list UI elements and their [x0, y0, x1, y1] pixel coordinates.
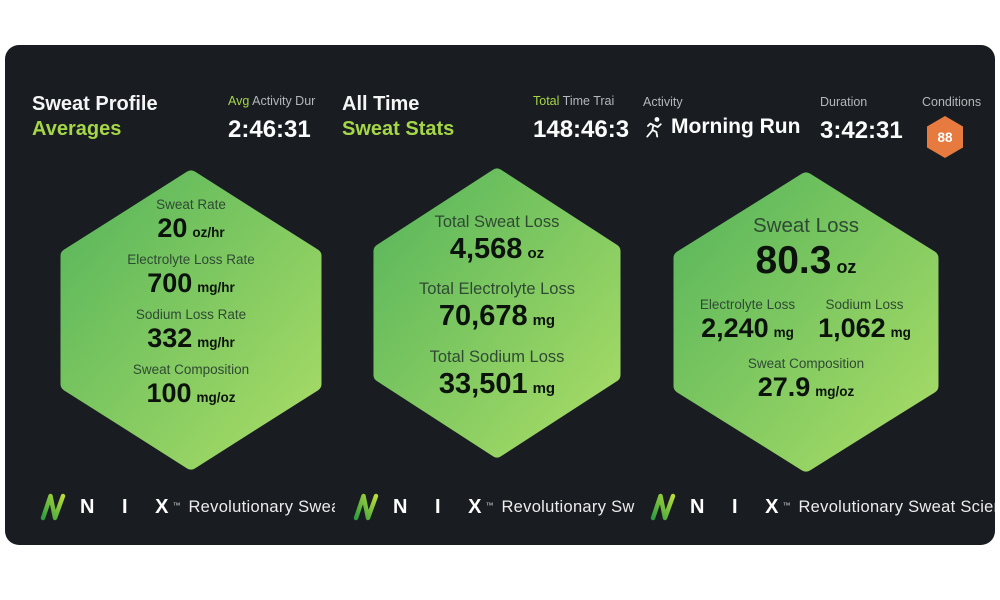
- panel-title-line1: All Time: [342, 93, 420, 115]
- panel-title: All Time Sweat Stats: [342, 92, 454, 142]
- avg-activity-duration-label: Avg Activity Dur: [228, 94, 316, 108]
- trademark-symbol: ™: [782, 500, 791, 510]
- conditions-score: 88: [937, 129, 953, 145]
- stat-sweat-composition: Sweat Composition 100 mg/oz: [132, 362, 250, 409]
- panel-title: Sweat Profile Averages: [32, 92, 158, 142]
- panel-sweat-profile-averages: Sweat Profile Averages Avg Activity Dur …: [5, 45, 335, 545]
- panel-title-line2: Sweat Stats: [342, 118, 455, 140]
- activity-stat: Activity Morning Run: [643, 95, 800, 139]
- all-time-hexagon: Total Sweat Loss 4,568 oz Total Electroly…: [373, 168, 621, 458]
- duration-value: 3:42:31: [820, 117, 903, 144]
- nix-brand-footer: N I X™ Revolutionary Sweat Science: [648, 492, 995, 522]
- total-time-trained-value: 148:46:3: [533, 116, 630, 143]
- conditions-label: Conditions: [922, 95, 982, 109]
- nix-brand-footer: N I X™ Revolutionary Sweat S: [38, 492, 335, 522]
- nix-logo-icon: [353, 493, 379, 521]
- nix-logo-icon: [40, 493, 66, 521]
- runner-icon: [646, 116, 662, 137]
- nix-wordmark: N I X: [690, 495, 790, 518]
- activity-hexagon: Sweat Loss 80.3 oz Electrolyte Loss 2,240…: [673, 172, 939, 472]
- conditions-score-badge: 88: [927, 116, 963, 158]
- panel-all-time-sweat-stats: All Time Sweat Stats Total Time Trai 148…: [335, 45, 635, 545]
- brand-tagline: Revolutionary Sweat S: [501, 497, 635, 516]
- stat-total-electrolyte-loss: Total Electrolyte Loss 70,678 mg: [419, 280, 575, 333]
- duration-label: Duration: [820, 95, 868, 109]
- total-time-trained-label: Total Time Trai: [533, 94, 615, 108]
- stat-sweat-loss: Sweat Loss 80.3 oz: [753, 214, 859, 282]
- total-time-trained-stat: Total Time Trai 148:46:3: [533, 94, 629, 144]
- stat-electrolyte-loss: Electrolyte Loss 2,240 mg: [699, 297, 796, 344]
- sweat-dashboard: Sweat Profile Averages Avg Activity Dur …: [5, 45, 995, 545]
- stat-total-sodium-loss: Total Sodium Loss 33,501 mg: [429, 347, 565, 400]
- panel-title-line1: Sweat Profile: [32, 93, 158, 115]
- stat-sodium-loss-rate: Sodium Loss Rate 332 mg/hr: [135, 307, 247, 354]
- hexagon-shape: [373, 168, 621, 458]
- stat-sweat-rate: Sweat Rate 20 oz/hr: [156, 197, 226, 243]
- nix-brand-footer: N I X™ Revolutionary Sweat S: [351, 492, 635, 522]
- stat-total-sweat-loss: Total Sweat Loss 4,568 oz: [434, 213, 560, 265]
- nix-wordmark: N I X: [393, 495, 493, 518]
- brand-tagline: Revolutionary Sweat Science: [798, 497, 995, 516]
- trademark-symbol: ™: [172, 500, 181, 510]
- conditions-stat: Conditions 88: [922, 95, 981, 158]
- avg-activity-duration-stat: Avg Activity Dur 2:46:31: [228, 94, 315, 144]
- trademark-symbol: ™: [485, 500, 494, 510]
- panel-title-line2: Averages: [32, 118, 122, 140]
- avg-activity-duration-value: 2:46:31: [228, 116, 311, 143]
- hexagon-shape: [60, 170, 322, 470]
- sweat-averages-hexagon: Sweat Rate 20 oz/hr Electrolyte Loss Rate…: [60, 170, 322, 470]
- stat-sweat-composition: Sweat Composition 27.9 mg/oz: [747, 356, 865, 403]
- activity-name: Morning Run: [643, 115, 800, 139]
- stat-electrolyte-loss-rate: Electrolyte Loss Rate 700 mg/hr: [127, 252, 255, 299]
- duration-stat: Duration 3:42:31: [820, 95, 903, 145]
- stat-sodium-loss: Sodium Loss 1,062 mg: [818, 297, 911, 344]
- panel-activity-morning-run: Activity Morning Run Duration 3:42:31 Co…: [635, 45, 995, 545]
- nix-wordmark: N I X: [80, 495, 180, 518]
- activity-label: Activity: [643, 95, 683, 109]
- hexagon-shape: [673, 172, 939, 472]
- nix-logo-icon: [650, 493, 676, 521]
- brand-tagline: Revolutionary Sweat S: [188, 497, 335, 516]
